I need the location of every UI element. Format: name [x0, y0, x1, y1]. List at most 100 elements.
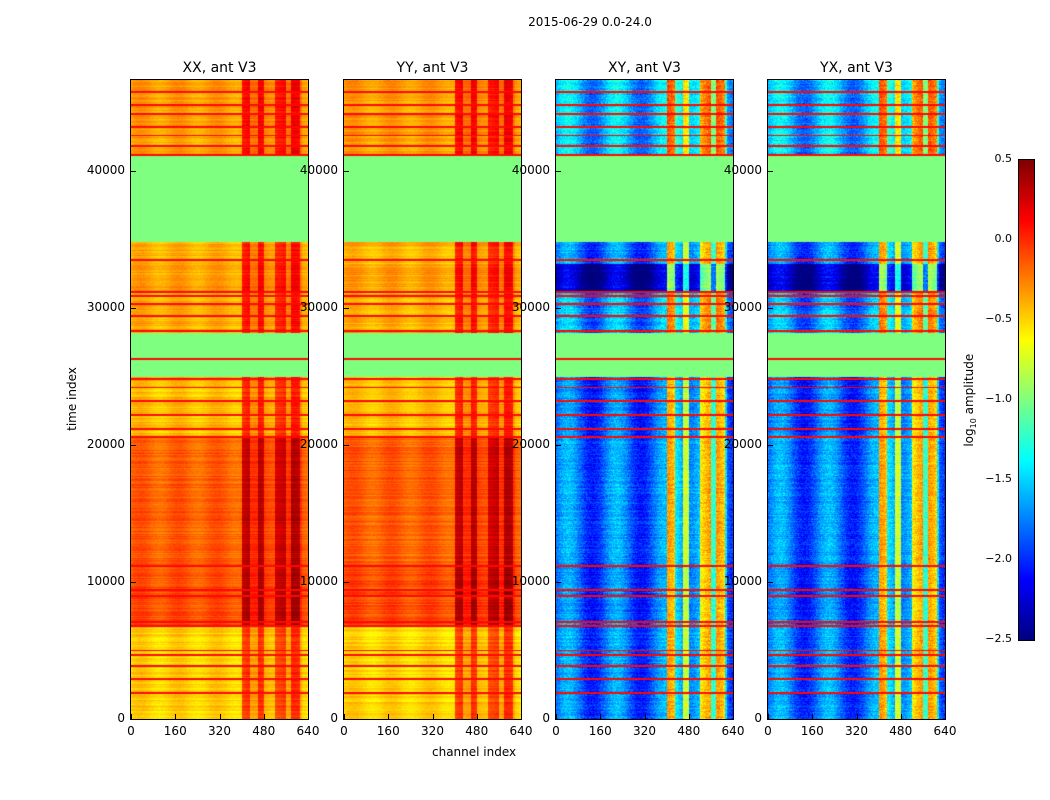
- y-tick-mark: [344, 308, 349, 310]
- heatmap-panel: [767, 79, 946, 720]
- x-tick-label: 480: [677, 724, 701, 738]
- heatmap-image: [556, 80, 733, 719]
- y-tick-label: 20000: [723, 437, 762, 452]
- y-tick-mark: [768, 171, 773, 173]
- y-tick-label: 20000: [86, 437, 125, 452]
- y-tick-mark: [556, 308, 561, 310]
- x-tick-mark: [900, 714, 902, 719]
- y-tick-mark: [768, 719, 773, 720]
- y-tick-label: 0: [117, 711, 125, 725]
- x-tick-mark: [432, 714, 434, 719]
- x-tick-mark: [644, 714, 646, 719]
- colorbar-tick-label: 0.5: [994, 152, 1013, 165]
- x-tick-label: 0: [340, 724, 348, 738]
- panel-title: YY, ant V3: [396, 60, 469, 76]
- y-tick-label: 40000: [511, 163, 550, 178]
- y-tick-mark: [131, 171, 136, 173]
- x-tick-label: 640: [509, 724, 533, 738]
- heatmap-image: [344, 80, 521, 719]
- x-tick-label: 0: [127, 724, 135, 738]
- y-tick-label: 40000: [723, 163, 762, 178]
- x-tick-label: 160: [163, 724, 187, 738]
- colorbar-gradient: [1019, 160, 1034, 640]
- y-axis-label: time index: [65, 367, 79, 431]
- x-tick-mark: [219, 714, 221, 719]
- x-tick-mark: [175, 714, 177, 719]
- x-tick-mark: [521, 714, 522, 719]
- x-tick-mark: [131, 714, 132, 719]
- y-tick-label: 10000: [299, 574, 338, 589]
- x-tick-label: 480: [889, 724, 913, 738]
- colorbar-label: log10 amplitude: [961, 353, 979, 447]
- figure-title: 2015-06-29 0.0-24.0: [528, 15, 652, 29]
- x-tick-label: 480: [252, 724, 276, 738]
- colorbar-tick-label: −2.0: [985, 552, 1012, 565]
- y-tick-mark: [344, 171, 349, 173]
- x-tick-mark: [476, 714, 478, 719]
- x-tick-mark: [600, 714, 602, 719]
- x-tick-mark: [945, 714, 946, 719]
- x-tick-label: 0: [764, 724, 772, 738]
- x-tick-mark: [556, 714, 557, 719]
- panel-title: XY, ant V3: [608, 60, 681, 76]
- y-tick-mark: [344, 445, 349, 447]
- y-tick-mark: [768, 308, 773, 310]
- x-tick-mark: [344, 714, 345, 719]
- x-tick-label: 320: [845, 724, 868, 738]
- panel-title: YX, ant V3: [820, 60, 893, 76]
- x-tick-mark: [768, 714, 769, 719]
- y-tick-label: 20000: [511, 437, 550, 452]
- x-tick-label: 320: [633, 724, 656, 738]
- y-tick-label: 40000: [299, 163, 338, 178]
- x-tick-mark: [688, 714, 690, 719]
- y-tick-mark: [768, 445, 773, 447]
- y-tick-mark: [556, 171, 561, 173]
- y-tick-mark: [344, 719, 349, 720]
- x-tick-label: 640: [933, 724, 957, 738]
- colorbar-tick-label: 0.0: [994, 232, 1013, 245]
- x-tick-label: 160: [800, 724, 824, 738]
- heatmap-panel: [343, 79, 522, 720]
- y-tick-mark: [131, 308, 136, 310]
- heatmap-panel: [555, 79, 734, 720]
- x-tick-mark: [812, 714, 814, 719]
- colorbar-tick-label: −1.5: [985, 472, 1012, 485]
- y-tick-mark: [344, 582, 349, 584]
- y-tick-label: 30000: [723, 300, 762, 315]
- x-tick-mark: [388, 714, 390, 719]
- y-tick-label: 10000: [723, 574, 762, 589]
- y-tick-mark: [556, 719, 561, 720]
- y-tick-label: 30000: [299, 300, 338, 315]
- y-tick-label: 10000: [86, 574, 125, 589]
- colorbar: [1018, 159, 1035, 641]
- y-tick-label: 10000: [511, 574, 550, 589]
- x-tick-label: 640: [296, 724, 320, 738]
- x-tick-mark: [856, 714, 858, 719]
- colorbar-tick-label: −1.0: [985, 392, 1012, 405]
- y-tick-mark: [131, 445, 136, 447]
- x-axis-label: channel index: [432, 745, 517, 759]
- x-tick-label: 320: [421, 724, 444, 738]
- y-tick-label: 30000: [86, 300, 125, 315]
- y-tick-mark: [556, 582, 561, 584]
- y-tick-label: 0: [542, 711, 550, 725]
- heatmap-panel: [130, 79, 309, 720]
- y-tick-mark: [768, 582, 773, 584]
- x-tick-label: 640: [721, 724, 745, 738]
- colorbar-tick-label: −2.5: [985, 632, 1012, 645]
- x-tick-label: 0: [552, 724, 560, 738]
- y-tick-label: 40000: [86, 163, 125, 178]
- panel-title: XX, ant V3: [182, 60, 257, 76]
- y-tick-label: 20000: [299, 437, 338, 452]
- y-tick-label: 30000: [511, 300, 550, 315]
- x-tick-mark: [308, 714, 309, 719]
- y-tick-mark: [131, 582, 136, 584]
- x-tick-label: 320: [208, 724, 231, 738]
- heatmap-image: [131, 80, 308, 719]
- y-tick-mark: [131, 719, 136, 720]
- y-tick-label: 0: [754, 711, 762, 725]
- y-tick-label: 0: [330, 711, 338, 725]
- x-tick-label: 160: [588, 724, 612, 738]
- x-tick-label: 480: [465, 724, 489, 738]
